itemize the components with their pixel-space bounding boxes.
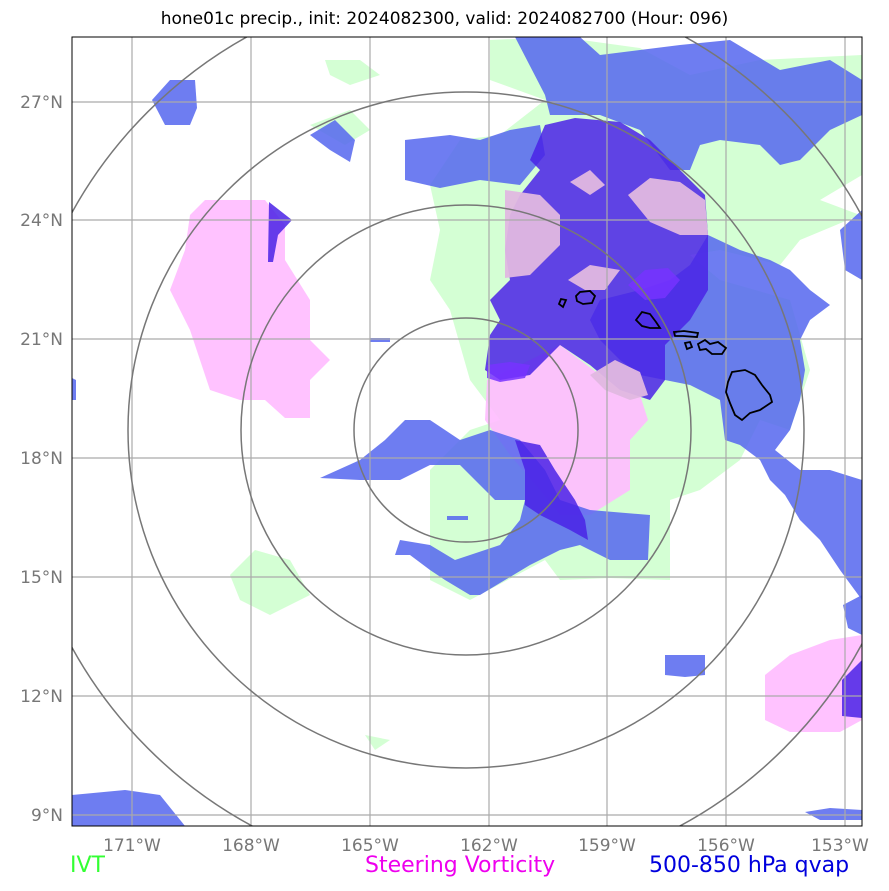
range-ring [353, 317, 579, 543]
lat-label-24n: 24°N [20, 211, 63, 231]
map-plot-area [72, 37, 862, 826]
vorticity-region [170, 200, 330, 418]
lat-label-9n: 9°N [31, 806, 63, 826]
lon-label-171w: 171°W [103, 836, 161, 856]
lon-label-162w: 162°W [460, 836, 518, 856]
vorticity-region [765, 635, 862, 732]
maui-island [696, 338, 728, 355]
lat-label-15n: 15°N [20, 568, 63, 588]
lon-label-165w: 165°W [341, 836, 399, 856]
lat-label-21n: 21°N [20, 330, 63, 350]
qvap-region [665, 655, 705, 677]
range-rings [72, 37, 862, 826]
qvap-region [405, 125, 545, 188]
ivt-region [325, 60, 380, 85]
qvap-region [843, 595, 862, 635]
hawaii-coastline [557, 290, 774, 422]
qvap-region [515, 37, 862, 170]
lat-label-12n: 12°N [20, 687, 63, 707]
qvap-deep-region [515, 440, 588, 540]
kauai-island [575, 290, 597, 305]
big-island [725, 369, 774, 422]
plot-frame [71, 36, 863, 827]
lanai-island [683, 340, 694, 351]
ivt-region [365, 735, 390, 750]
latitude-labels: 27°N 24°N 21°N 18°N 15°N 12°N 9°N [20, 93, 63, 826]
qvap-deep-region [842, 660, 862, 718]
legend-qvap: 500-850 hPa qvap [649, 853, 850, 878]
overlap-region [628, 178, 708, 235]
lon-label-156w: 156°W [697, 836, 755, 856]
range-ring [127, 91, 805, 769]
qvap-core-region [628, 268, 680, 300]
overlap-region [590, 360, 648, 400]
qvap-core-region [487, 362, 530, 382]
niihau-island [557, 297, 568, 309]
map-title: hone01c precip., init: 2024082300, valid… [160, 9, 729, 29]
oahu-island [634, 310, 662, 329]
lat-label-27n: 27°N [20, 93, 63, 113]
range-ring [240, 204, 692, 656]
legend-steering-vorticity: Steering Vorticity [365, 853, 556, 878]
lon-label-168w: 168°W [222, 836, 280, 856]
gridlines [72, 37, 862, 826]
overlap-region [570, 170, 605, 195]
lat-label-18n: 18°N [20, 449, 63, 469]
qvap-region [72, 378, 76, 400]
qvap-region [447, 516, 468, 520]
qvap-core-layer [487, 268, 680, 382]
legend-ivt: IVT [70, 853, 105, 878]
qvap-region [72, 790, 185, 826]
qvap-region [310, 120, 355, 162]
longitude-labels: 171°W 168°W 165°W 162°W 159°W 156°W 153°… [103, 836, 869, 856]
qvap-deep-region [268, 202, 292, 262]
lon-label-159w: 159°W [578, 836, 636, 856]
qvap-region [320, 420, 650, 595]
ivt-region [230, 550, 310, 615]
qvap-region [805, 808, 862, 820]
molokai-island [672, 330, 700, 338]
lon-label-153w: 153°W [811, 836, 869, 856]
